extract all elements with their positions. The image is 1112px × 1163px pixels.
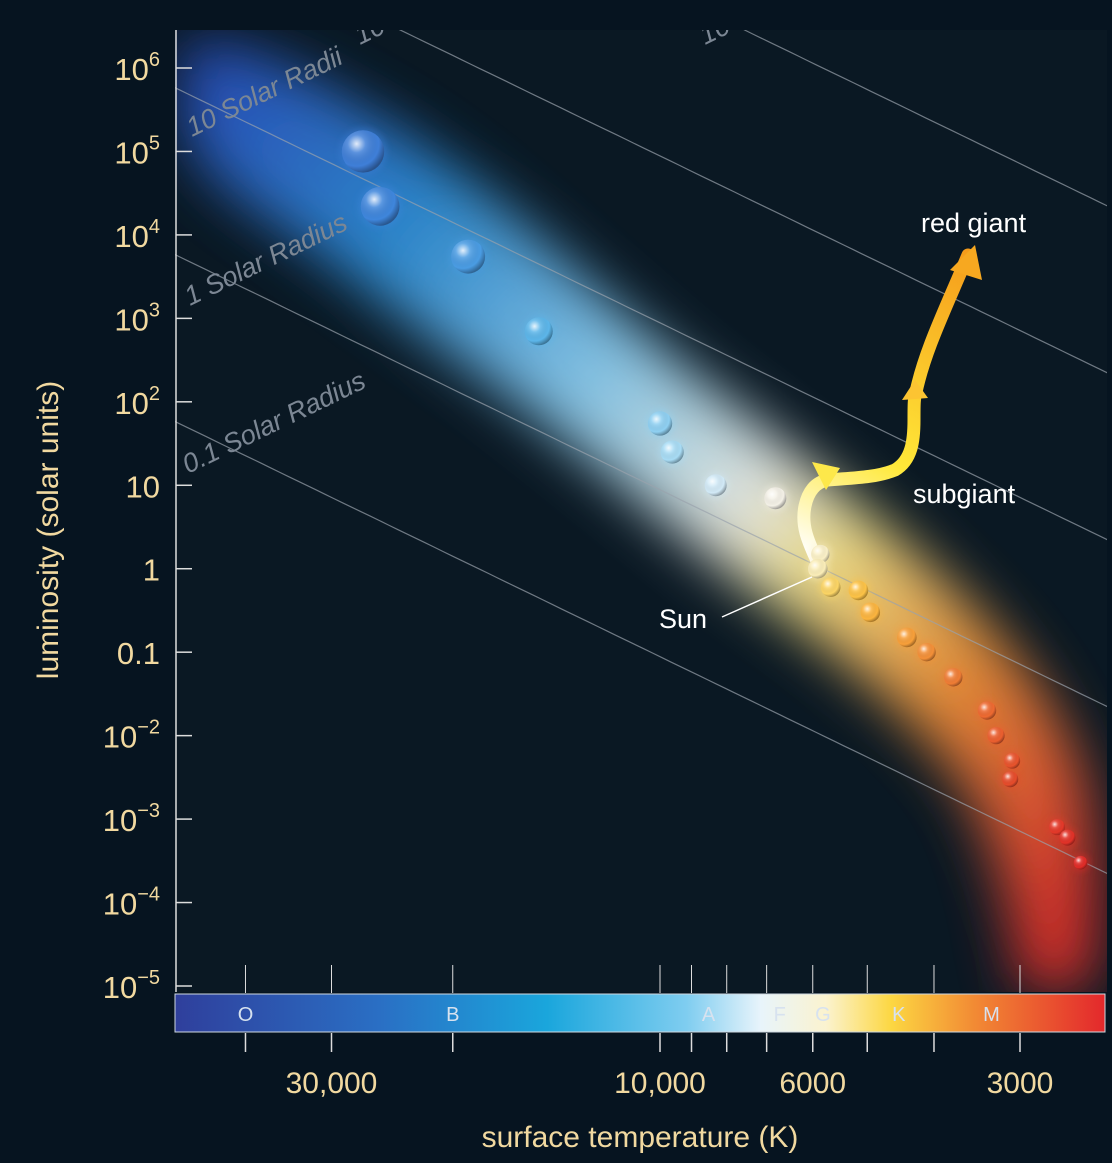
radius-line-1	[175, 253, 1107, 708]
y-tick-label-1: 105	[114, 132, 160, 170]
spectral-class-b: B	[446, 1004, 459, 1026]
evolution-track	[797, 245, 982, 577]
star-shine-12	[860, 602, 881, 623]
spectral-class-m: M	[983, 1004, 1000, 1026]
star-point-16	[974, 698, 1000, 723]
star-point-0	[338, 127, 388, 176]
star-point-15	[941, 665, 966, 690]
star-shine-5	[660, 440, 684, 464]
y-tick-label-2: 104	[114, 216, 160, 254]
y-tick-label-7: 0.1	[117, 636, 160, 671]
x-tick-label-3: 3000	[987, 1067, 1054, 1100]
star-point-7	[761, 484, 790, 513]
star-shine-21	[1059, 829, 1076, 846]
annotation-subgiant: subgiant	[913, 479, 1016, 509]
y-tick-label-8: 10−2	[103, 717, 160, 755]
star-shine-10	[820, 577, 841, 598]
y-tick-label-6: 1	[143, 553, 160, 588]
star-point-10	[817, 574, 844, 601]
star-shine-0	[341, 130, 385, 173]
star-shine-18	[1004, 752, 1021, 769]
y-tick-label-11: 10−5	[103, 967, 160, 1005]
spectral-class-bar	[174, 993, 1106, 1033]
y-tick-label-10: 10−4	[103, 884, 160, 922]
track-mid-arrowhead	[902, 380, 928, 400]
red-giant-arrowhead	[950, 245, 982, 280]
star-point-14	[914, 639, 939, 665]
star-shine-11	[848, 580, 869, 601]
star-point-22	[1070, 852, 1091, 873]
star-shine-17	[987, 727, 1005, 745]
star-point-21	[1056, 826, 1079, 849]
star-point-9	[804, 555, 831, 582]
star-shine-1	[360, 186, 400, 226]
evolution-track-path	[797, 248, 975, 577]
star-point-17	[984, 724, 1008, 748]
star-point-4	[644, 408, 676, 439]
star-point-13	[894, 624, 920, 651]
y-tick-label-0: 106	[114, 49, 160, 87]
spectral-class-o: O	[238, 1004, 254, 1026]
star-point-1	[357, 183, 403, 229]
star-point-11	[845, 577, 872, 604]
star-shine-19	[1002, 771, 1019, 788]
star-shine-9	[807, 558, 828, 579]
annotation-sun: Sun	[659, 604, 707, 634]
annotation-red-giant: red giant	[921, 208, 1027, 238]
spectral-class-g: G	[815, 1004, 831, 1026]
y-tick-label-3: 103	[114, 299, 160, 337]
x-axis-title: surface temperature (K)	[482, 1121, 799, 1154]
star-point-19	[999, 768, 1022, 791]
radius-line-4	[743, 30, 1107, 207]
star-shine-2	[451, 239, 486, 274]
star-point-5	[657, 437, 687, 467]
radius-line-0	[175, 420, 1107, 875]
star-shine-7	[764, 487, 787, 510]
star-point-6	[701, 471, 730, 500]
spectral-class-k: K	[892, 1004, 906, 1026]
star-shine-13	[897, 627, 917, 648]
y-tick-label-9: 10−3	[103, 800, 160, 838]
star-shine-4	[647, 411, 673, 436]
radius-line-2	[175, 87, 1107, 541]
star-points	[338, 127, 1091, 873]
star-shine-16	[977, 701, 997, 720]
y-tick-label-5: 10	[126, 469, 160, 504]
star-shine-14	[917, 642, 936, 662]
x-tick-label-1: 10,000	[614, 1067, 706, 1100]
star-point-18	[1001, 749, 1024, 772]
y-tick-label-4: 102	[114, 383, 160, 421]
subgiant-arrowhead	[812, 462, 840, 490]
x-tick-label-0: 30,000	[286, 1067, 378, 1100]
star-point-3	[521, 314, 556, 349]
star-point-2	[448, 236, 489, 277]
star-shine-6	[704, 474, 727, 497]
spectral-class-f: F	[774, 1004, 786, 1026]
star-shine-22	[1073, 855, 1088, 870]
star-shine-15	[944, 668, 963, 687]
sun-pointer-line	[721, 576, 813, 618]
x-tick-label-2: 6000	[779, 1067, 846, 1100]
main-sequence-band	[180, 40, 1097, 990]
radius-line-3	[398, 30, 1107, 374]
y-axis-title: luminosity (solar units)	[32, 381, 65, 679]
star-shine-3	[524, 317, 553, 346]
spectral-class-a: A	[702, 1004, 716, 1026]
star-point-12	[857, 599, 884, 626]
